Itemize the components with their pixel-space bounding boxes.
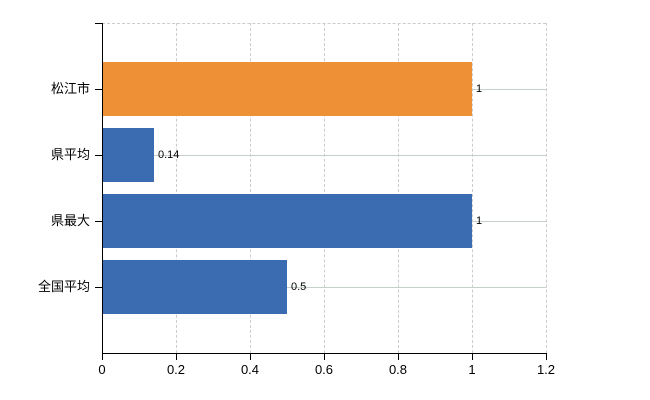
bar-value-label: 1 <box>476 215 483 227</box>
y-axis-top-tick <box>95 23 102 24</box>
y-axis-tick <box>95 89 102 90</box>
x-axis-tick <box>176 354 177 360</box>
x-gridline <box>176 23 177 353</box>
x-tick-label: 1.2 <box>536 362 556 377</box>
bar-県平均 <box>102 128 154 182</box>
category-label: 松江市 <box>50 81 90 96</box>
x-tick-label: 0.2 <box>166 362 186 377</box>
category-label: 県平均 <box>50 147 90 162</box>
x-tick-label: 0.6 <box>314 362 334 377</box>
x-gridline <box>472 23 473 353</box>
x-gridline <box>398 23 399 353</box>
x-tick-label: 0 <box>98 362 106 377</box>
x-gridline <box>324 23 325 353</box>
category-gridline <box>102 287 546 288</box>
y-axis-tick <box>95 221 102 222</box>
x-gridline <box>250 23 251 353</box>
x-tick-label: 0.8 <box>388 362 408 377</box>
bar-value-label: 1 <box>476 83 483 95</box>
y-axis-line <box>102 23 103 353</box>
x-axis-tick <box>324 354 325 360</box>
y-axis-tick <box>95 287 102 288</box>
category-label: 県最大 <box>50 213 90 228</box>
x-axis-tick <box>250 354 251 360</box>
x-axis-tick <box>472 354 473 360</box>
bar-全国平均 <box>102 260 287 314</box>
bar-県最大 <box>102 194 472 248</box>
x-tick-label: 0.4 <box>240 362 260 377</box>
category-gridline <box>102 155 546 156</box>
bar-松江市 <box>102 62 472 116</box>
bar-value-label: 0.5 <box>291 281 307 293</box>
x-axis-tick <box>102 354 103 360</box>
y-axis-tick <box>95 155 102 156</box>
x-axis-line <box>102 353 547 354</box>
x-gridline <box>546 23 547 353</box>
category-label: 全国平均 <box>37 279 90 294</box>
x-axis-tick <box>546 354 547 360</box>
x-axis-tick <box>398 354 399 360</box>
bar-value-label: 0.14 <box>158 149 180 161</box>
x-tick-label: 1 <box>468 362 476 377</box>
